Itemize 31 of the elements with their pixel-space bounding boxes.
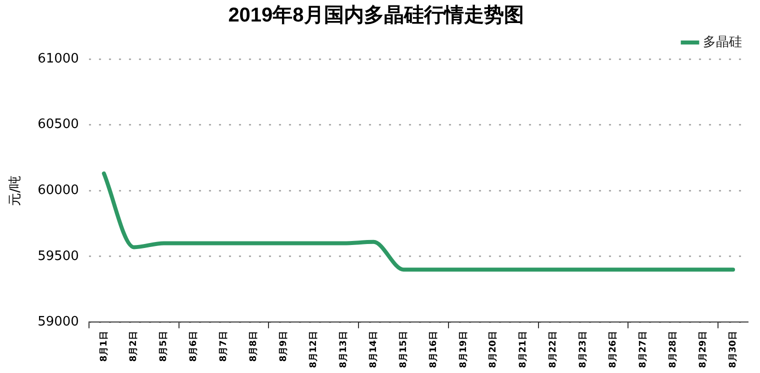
x-tick-label: 8月20日 <box>488 331 499 368</box>
y-tick-label: 59000 <box>38 314 79 330</box>
x-tick-label: 8月8日 <box>248 331 260 362</box>
x-tick-label: 8月12日 <box>308 331 319 368</box>
x-tick-label: 8月23日 <box>578 331 589 368</box>
y-tick-label: 59500 <box>38 248 79 264</box>
x-tick-label: 8月26日 <box>608 331 619 368</box>
y-tick-label: 60000 <box>38 182 79 198</box>
chart-title: 2019年8月国内多晶硅行情走势图 <box>228 4 524 27</box>
x-tick-label: 8月1日 <box>98 331 110 362</box>
x-tick-label: 8月9日 <box>278 331 290 362</box>
y-tick-label: 60500 <box>38 117 79 132</box>
x-tick-label: 8月14日 <box>368 331 379 368</box>
x-tick-label: 8月16日 <box>428 331 439 368</box>
x-tick-label: 8月5日 <box>158 331 170 362</box>
x-tick-label: 8月30日 <box>727 331 738 368</box>
x-tick-label: 8月7日 <box>218 331 230 362</box>
y-tick-label: 61000 <box>38 51 79 66</box>
x-tick-label: 8月6日 <box>188 331 200 362</box>
y-axis-title: 元/吨 <box>8 175 24 206</box>
x-tick-label: 8月27日 <box>637 331 648 368</box>
x-tick-label: 8月13日 <box>338 331 349 368</box>
x-tick-label: 8月28日 <box>667 331 678 368</box>
x-tick-label: 8月22日 <box>548 331 559 368</box>
line-series <box>102 172 736 272</box>
x-tick-label: 8月2日 <box>128 331 140 362</box>
x-tick-label: 8月19日 <box>458 331 469 368</box>
x-tick-label: 8月29日 <box>697 331 708 368</box>
x-tick-label: 8月21日 <box>518 331 529 368</box>
legend-label: 多晶硅 <box>703 34 742 50</box>
x-tick-label: 8月15日 <box>398 331 409 368</box>
